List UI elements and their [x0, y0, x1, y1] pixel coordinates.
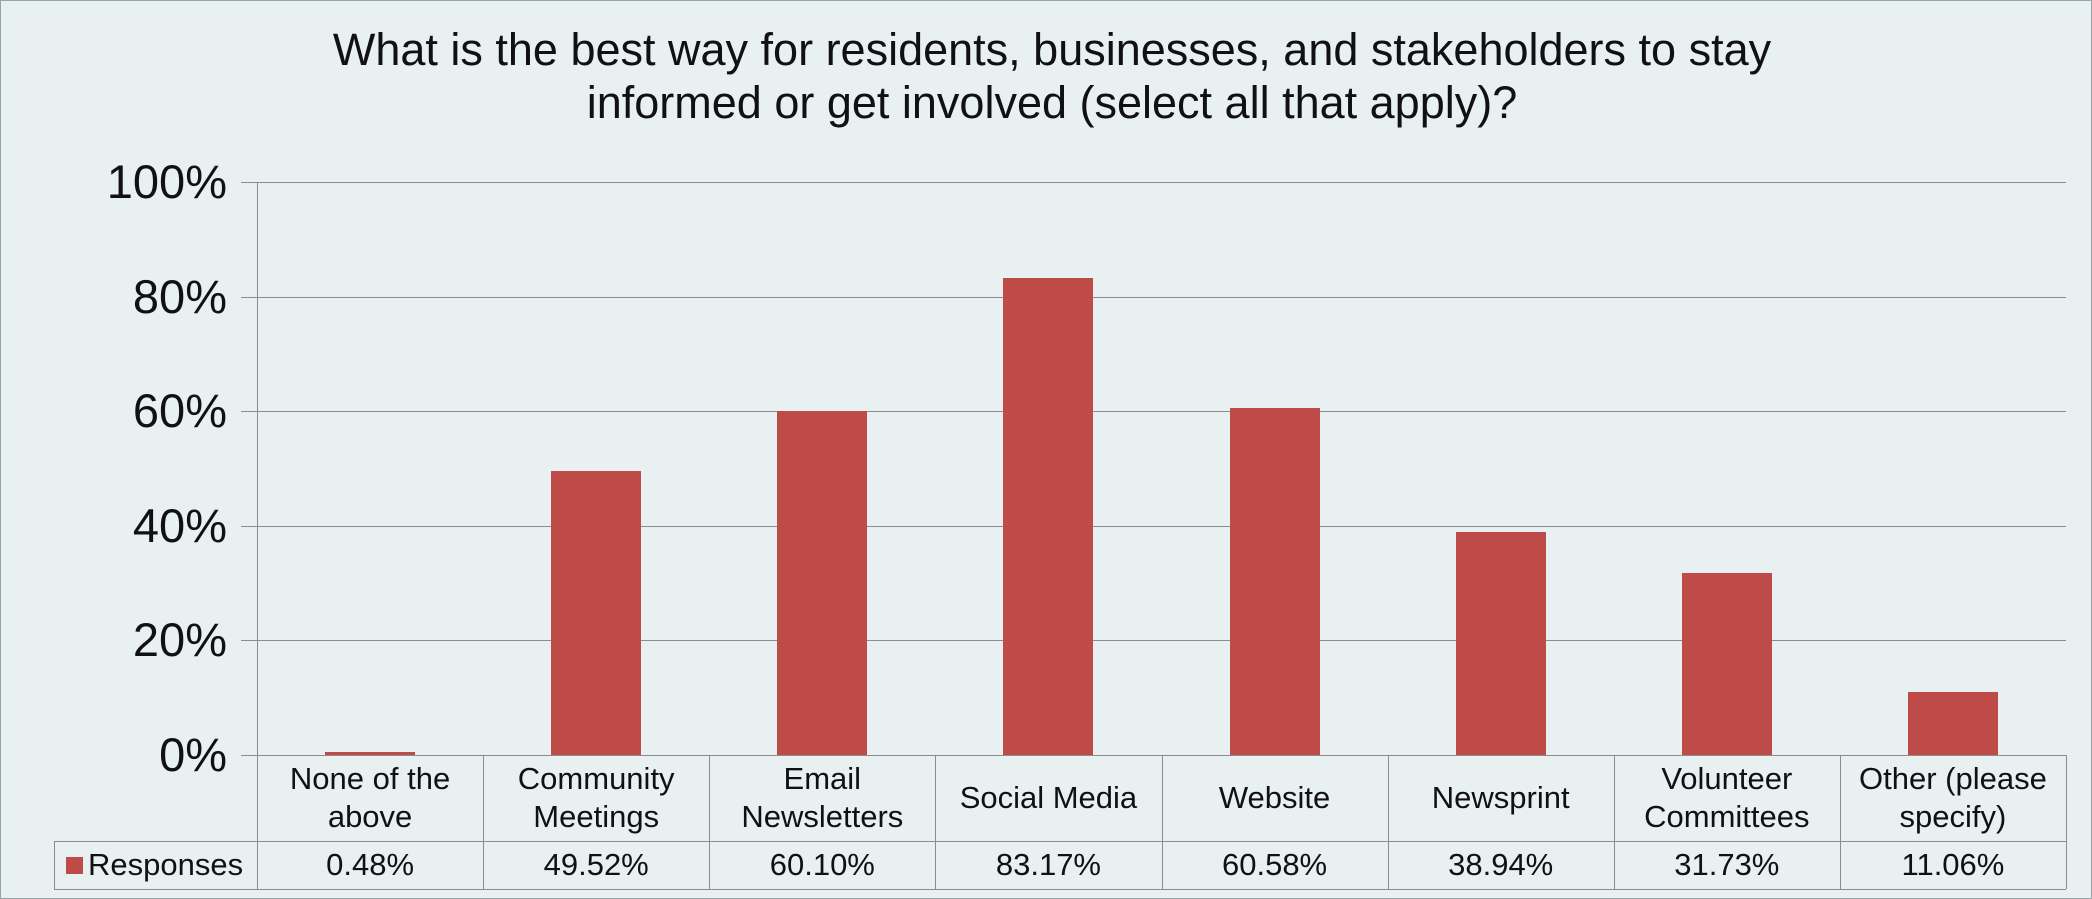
grid-line [257, 640, 2066, 642]
tick-mark [241, 755, 257, 756]
bar [1907, 691, 1998, 755]
data-label: 49.52% [543, 847, 649, 882]
y-tick-label: 80% [132, 269, 227, 323]
y-tick-label: 100% [106, 155, 227, 208]
table-line [54, 841, 55, 889]
x-tick-label: Website [1218, 780, 1331, 815]
tick-mark [241, 640, 257, 642]
x-tick-label: Social Media [959, 780, 1138, 815]
x-tick-label: Community Meetings [517, 761, 675, 834]
table-line [54, 889, 2066, 890]
tick-mark [241, 182, 257, 183]
x-tick-label: Email Newsletters [741, 761, 904, 834]
bar [551, 471, 642, 755]
data-label: 83.17% [995, 847, 1101, 882]
table-line [1839, 755, 1841, 889]
table-line [1387, 755, 1389, 889]
data-label: 60.10% [769, 847, 875, 882]
table-line [483, 755, 485, 889]
bar [1455, 531, 1546, 755]
data-label: 60.58% [1221, 847, 1328, 882]
grid-line [257, 182, 2066, 183]
x-tick-label: None of the above [289, 761, 451, 834]
x-tick-label: Other (please specify) [1859, 761, 2047, 834]
legend-key [66, 857, 83, 874]
grid-line [257, 296, 2066, 298]
grid-line [257, 411, 2066, 413]
bar [777, 410, 868, 755]
data-label: 0.48% [326, 847, 415, 882]
data-label: 11.06% [1901, 847, 2005, 882]
y-axis [257, 182, 258, 889]
legend-label: Responses [88, 847, 244, 882]
chart-title: What is the best way for residents, busi… [332, 24, 1772, 128]
x-tick-label: Volunteer Committees [1644, 761, 1810, 834]
data-label: 31.73% [1674, 847, 1780, 882]
tick-mark [241, 411, 257, 413]
bar [1229, 407, 1320, 755]
table-line [709, 755, 711, 889]
tick-mark [241, 525, 257, 527]
x-tick-label: Newsprint [1431, 780, 1570, 815]
table-line [54, 841, 257, 842]
y-tick-label: 0% [159, 728, 227, 781]
y-tick-label: 60% [132, 384, 227, 438]
bar [1681, 573, 1772, 755]
y-tick-label: 20% [132, 613, 227, 667]
tick-mark [241, 296, 257, 298]
data-label: 38.94% [1448, 847, 1554, 882]
table-line [2066, 755, 2067, 889]
bar [1003, 278, 1094, 755]
y-tick-label: 40% [132, 498, 227, 552]
table-line [1613, 755, 1615, 889]
table-line [1161, 755, 1163, 889]
bar [325, 752, 416, 755]
table-line [935, 755, 937, 889]
grid-line [257, 525, 2066, 527]
